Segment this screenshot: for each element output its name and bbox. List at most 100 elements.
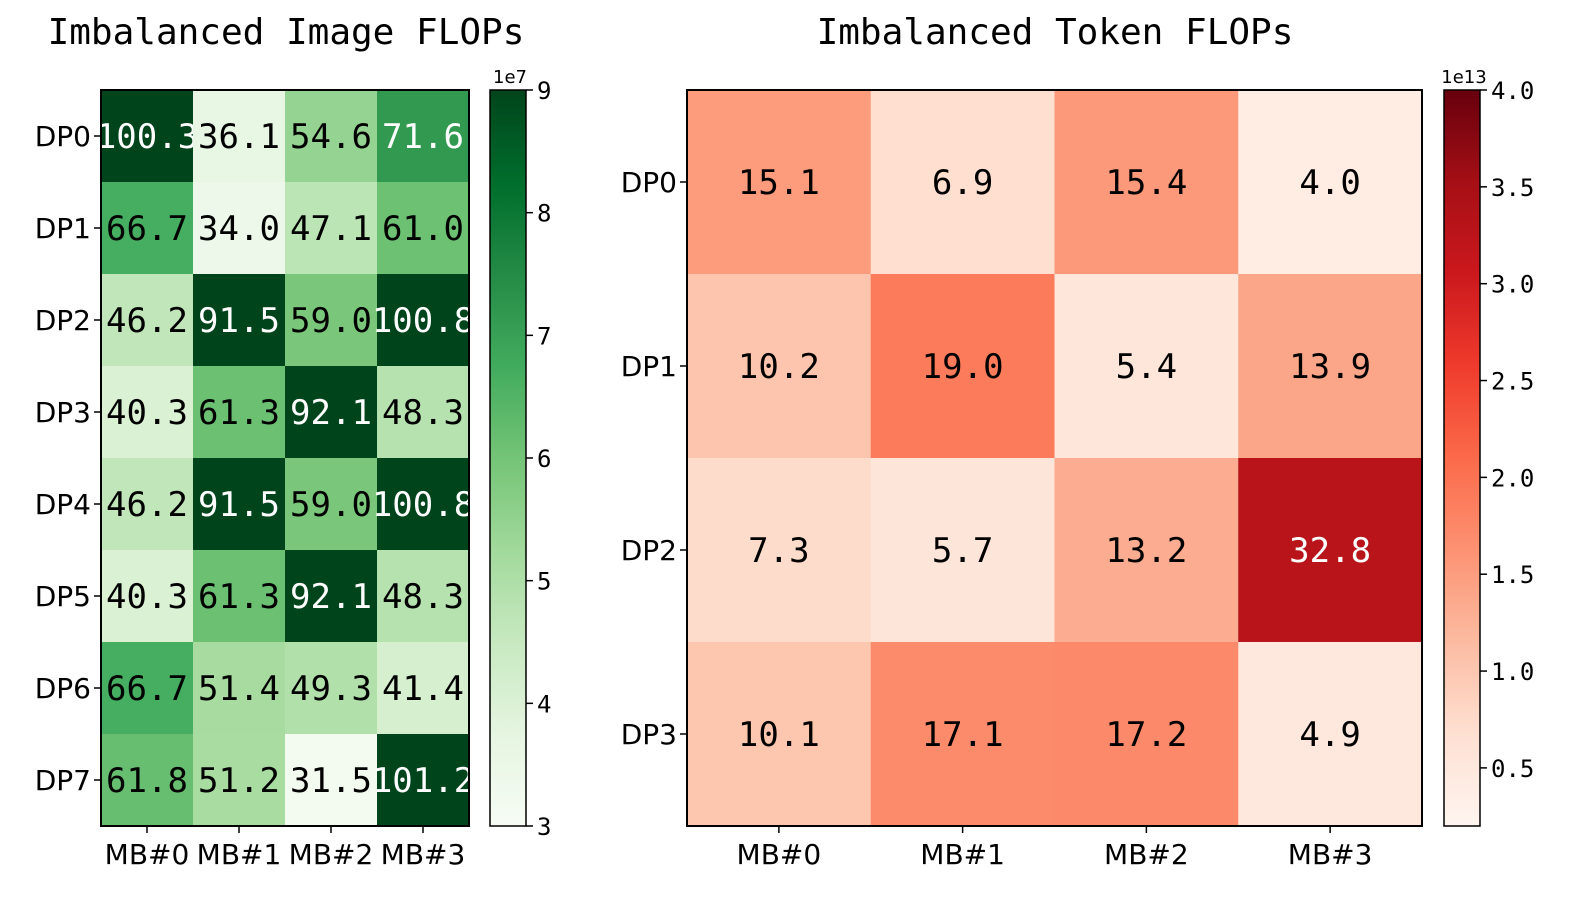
cell-value-label: 49.3 — [290, 669, 372, 709]
colorbar-exponent-label: 1e7 — [493, 67, 527, 88]
cell-value-label: 59.0 — [290, 301, 372, 341]
cell-value-label: 46.2 — [106, 301, 188, 341]
cell-value-label: 100.3 — [96, 117, 198, 157]
plot-frame — [100, 89, 470, 827]
cell-value-label: 41.4 — [382, 669, 464, 709]
cell-value-label: 101.2 — [372, 761, 474, 801]
colorbar-exponent-label: 1e13 — [1441, 67, 1486, 88]
plot-frame — [686, 89, 1423, 827]
heatmap-cell — [285, 366, 378, 459]
heatmap-cell — [870, 274, 1055, 459]
row-tick-label: DP1 — [621, 350, 677, 383]
cell-value-label: 100.8 — [372, 485, 474, 525]
heatmap-cell — [193, 366, 286, 459]
heatmap-cell — [193, 642, 286, 735]
cell-value-label: 17.2 — [1105, 715, 1187, 755]
cell-value-label: 59.0 — [290, 485, 372, 525]
col-tick-label: MB#3 — [381, 838, 466, 871]
cell-value-label: 34.0 — [198, 209, 280, 249]
cell-value-label: 10.2 — [738, 347, 820, 387]
row-tick-label: DP7 — [35, 764, 91, 797]
col-tick-label: MB#2 — [1104, 838, 1189, 871]
cell-value-label: 54.6 — [290, 117, 372, 157]
heatmap-cell — [377, 458, 470, 551]
image-flops-chart: Imbalanced Image FLOPs 100.3 36.1 54.6 71.6… — [35, 12, 552, 871]
heatmap-cell — [870, 458, 1055, 643]
col-tick-labels: MB#0 MB#1 MB#2 MB#3 — [737, 826, 1373, 871]
col-tick-label: MB#2 — [289, 838, 374, 871]
cell-value-label: 15.1 — [738, 163, 820, 203]
colorbar-gradient — [490, 90, 526, 826]
heatmap-cell — [1238, 458, 1423, 643]
row-tick-label: DP0 — [621, 166, 677, 199]
cell-value-label: 13.9 — [1289, 347, 1371, 387]
heatmap-cell — [101, 458, 194, 551]
heatmap-cell — [193, 458, 286, 551]
col-tick-label: MB#0 — [105, 838, 190, 871]
cell-value-label: 13.2 — [1105, 531, 1187, 571]
heatmap-cell — [101, 90, 194, 183]
colorbar-tick-label: 5 — [537, 568, 551, 596]
row-tick-label: DP2 — [621, 534, 677, 567]
heatmap-cell — [193, 550, 286, 643]
colorbar-tick-label: 7 — [537, 322, 551, 350]
heatmap-cell — [1238, 274, 1423, 459]
heatmap-cell — [285, 550, 378, 643]
cell-value-label: 17.1 — [922, 715, 1004, 755]
chart-title: Imbalanced Token FLOPs — [817, 12, 1294, 53]
row-tick-label: DP5 — [35, 580, 91, 613]
token-flops-chart: Imbalanced Token FLOPs 15.1 6.9 15.4 4.0 10.… — [621, 12, 1535, 871]
heatmap-cell — [687, 458, 872, 643]
heatmap-cell — [101, 550, 194, 643]
cell-value-label: 31.5 — [290, 761, 372, 801]
heatmap-cell — [377, 366, 470, 459]
heatmap-cell — [1054, 458, 1239, 643]
heatmap-cell — [193, 90, 286, 183]
heatmap-cell — [687, 90, 872, 275]
cell-value-label: 100.8 — [372, 301, 474, 341]
heatmap-cell — [101, 734, 194, 827]
colorbar-tick-label: 9 — [537, 77, 551, 105]
heatmap-cell — [1054, 642, 1239, 827]
cell-value-label: 61.3 — [198, 577, 280, 617]
heatmap-cell — [101, 366, 194, 459]
heatmap-cell — [285, 274, 378, 367]
colorbar-tick-label: 3.0 — [1491, 271, 1534, 299]
row-tick-label: DP3 — [35, 396, 91, 429]
col-tick-labels: MB#0 MB#1 MB#2 MB#3 — [105, 826, 466, 871]
cell-value-label: 40.3 — [106, 577, 188, 617]
col-tick-label: MB#1 — [197, 838, 282, 871]
heatmap-cells: 100.3 36.1 54.6 71.666.7 34.0 47.1 61.046.2 91.… — [96, 90, 474, 827]
cell-value-label: 10.1 — [738, 715, 820, 755]
cell-value-label: 66.7 — [106, 669, 188, 709]
cell-value-label: 5.4 — [1116, 347, 1177, 387]
colorbar-tick-label: 2.5 — [1491, 368, 1534, 396]
heatmap-cell — [687, 274, 872, 459]
colorbar-gradient — [1444, 90, 1480, 826]
colorbar-tick-label: 8 — [537, 200, 551, 228]
heatmap-cell — [870, 642, 1055, 827]
cell-value-label: 71.6 — [382, 117, 464, 157]
cell-value-label: 51.2 — [198, 761, 280, 801]
cell-value-label: 46.2 — [106, 485, 188, 525]
colorbar-tick-label: 2.0 — [1491, 464, 1534, 492]
heatmap-cell — [285, 182, 378, 275]
row-tick-label: DP3 — [621, 718, 677, 751]
row-tick-label: DP4 — [35, 488, 91, 521]
colorbar-tick-label: 4 — [537, 690, 551, 718]
colorbar-frame — [1443, 89, 1481, 827]
heatmap-cell — [687, 642, 872, 827]
col-tick-label: MB#3 — [1288, 838, 1373, 871]
cell-value-label: 6.9 — [932, 163, 993, 203]
row-tick-label: DP1 — [35, 212, 91, 245]
cell-value-label: 4.9 — [1299, 715, 1360, 755]
cell-value-label: 19.0 — [922, 347, 1004, 387]
heatmap-cell — [1238, 642, 1423, 827]
colorbar-tick-label: 0.5 — [1491, 755, 1534, 783]
heatmap-cell — [377, 642, 470, 735]
cell-value-label: 47.1 — [290, 209, 372, 249]
heatmap-cell — [101, 182, 194, 275]
heatmap-cell — [193, 734, 286, 827]
heatmap-cell — [377, 550, 470, 643]
